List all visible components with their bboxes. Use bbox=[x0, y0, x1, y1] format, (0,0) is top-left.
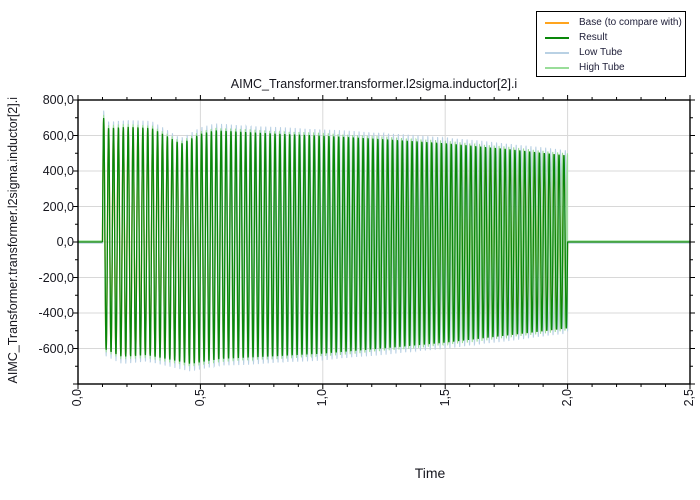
x-tick-label: 1,5 bbox=[437, 389, 452, 407]
legend-swatch-base bbox=[545, 21, 569, 24]
x-tick-label: 1,0 bbox=[315, 389, 330, 407]
chart-title: AIMC_Transformer.transformer.l2sigma.ind… bbox=[230, 77, 518, 91]
x-tick-label: 2,0 bbox=[560, 389, 575, 407]
y-tick-label: -400,0 bbox=[38, 306, 74, 320]
y-tick-label: 0,0 bbox=[56, 235, 74, 249]
legend-item-high-tube[interactable]: High Tube bbox=[537, 60, 685, 75]
x-tick-label: 0,5 bbox=[192, 389, 207, 407]
legend-swatch-low-tube bbox=[545, 51, 569, 54]
series-result bbox=[78, 117, 690, 364]
y-tick-label: 600,0 bbox=[42, 128, 74, 143]
y-tick-label: 400,0 bbox=[42, 164, 74, 178]
legend-swatch-high-tube bbox=[545, 66, 569, 69]
legend-swatch-result bbox=[545, 36, 569, 39]
legend-item-base[interactable]: Base (to compare with) bbox=[537, 15, 685, 30]
y-tick-label: 200,0 bbox=[42, 199, 74, 214]
legend: Base (to compare with) Result Low Tube H… bbox=[536, 11, 686, 77]
x-axis-label: Time bbox=[414, 465, 446, 481]
x-tick-label: 2,5 bbox=[682, 389, 697, 407]
legend-item-result[interactable]: Result bbox=[537, 30, 685, 45]
y-tick-label: 800,0 bbox=[42, 93, 74, 107]
legend-label-base: Base (to compare with) bbox=[579, 17, 682, 28]
legend-label-high-tube: High Tube bbox=[579, 62, 625, 73]
legend-label-result: Result bbox=[579, 32, 608, 43]
y-tick-label: -600,0 bbox=[38, 341, 74, 356]
legend-label-low-tube: Low Tube bbox=[579, 47, 623, 58]
legend-item-low-tube[interactable]: Low Tube bbox=[537, 45, 685, 60]
y-tick-label: -200,0 bbox=[38, 270, 74, 285]
x-tick-label: 0,0 bbox=[70, 389, 85, 407]
